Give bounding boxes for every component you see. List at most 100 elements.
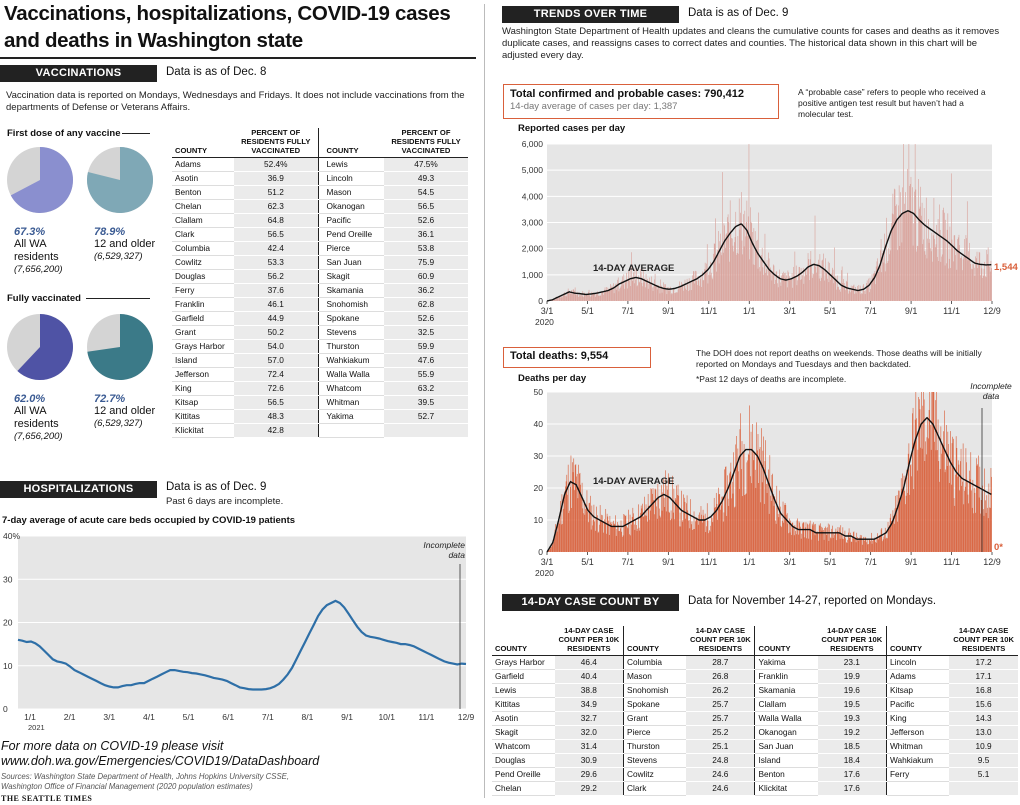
bar xyxy=(832,525,833,552)
bar xyxy=(967,494,969,552)
bar xyxy=(607,516,609,552)
y-tick-label: 2,000 xyxy=(522,244,544,254)
x-tick-label: 3/1 xyxy=(103,712,115,722)
county-value: 19.9 xyxy=(817,669,887,684)
deaths-chart: 0 10 20 30 40 50 3/1 5/1 7/1 9/1 11/1 1/1 3/1 5/1 7/1 9… xyxy=(502,386,1020,582)
bar xyxy=(697,275,699,301)
bar xyxy=(921,215,922,301)
bar xyxy=(665,511,667,552)
pie-pct: 72.7% xyxy=(94,393,126,405)
bar xyxy=(866,538,868,552)
bar xyxy=(925,454,927,552)
hospitalizations-as-of: Data is as of Dec. 9 xyxy=(166,481,267,493)
bar xyxy=(581,293,582,301)
bar xyxy=(782,274,784,301)
bar xyxy=(914,442,915,552)
bar xyxy=(720,233,721,301)
bar xyxy=(576,476,577,552)
bar xyxy=(665,287,667,301)
bar xyxy=(903,475,905,552)
vaccinations-as-of: Data is as of Dec. 8 xyxy=(166,66,267,78)
bar xyxy=(885,263,887,301)
county-name: Kittitas xyxy=(172,409,234,424)
bar xyxy=(870,541,871,552)
x-tick-label: 1/1 xyxy=(743,306,756,316)
bar xyxy=(674,519,675,552)
bar xyxy=(953,498,955,552)
bar xyxy=(865,537,867,552)
bar xyxy=(888,527,890,552)
x-tick-label: 12/9 xyxy=(983,306,1001,316)
bar xyxy=(852,285,854,301)
bar xyxy=(969,470,970,552)
bar xyxy=(795,265,797,301)
county-name: Whitman xyxy=(317,395,384,410)
bar xyxy=(782,272,783,301)
bar xyxy=(838,286,839,301)
bar xyxy=(673,488,675,552)
bar xyxy=(674,293,675,301)
bar xyxy=(980,263,982,301)
bar xyxy=(925,441,926,552)
bar xyxy=(918,208,920,301)
bar xyxy=(567,288,569,301)
bar xyxy=(868,278,869,301)
bar xyxy=(752,264,754,301)
bar xyxy=(784,273,785,301)
bar xyxy=(847,539,849,552)
y-tick-label: 20 xyxy=(534,483,544,493)
bar xyxy=(914,191,915,301)
bar xyxy=(678,495,680,552)
bar xyxy=(873,273,874,301)
bar xyxy=(695,270,696,301)
table-row: Chelan 62.3 Okanogan 56.5 xyxy=(172,199,468,214)
bar xyxy=(889,525,890,552)
bar xyxy=(709,275,711,301)
table-row: King 72.6 Whatcom 63.2 xyxy=(172,381,468,396)
county-name: Lincoln xyxy=(317,171,384,186)
bar xyxy=(934,238,935,301)
bar xyxy=(645,504,647,552)
bar xyxy=(872,277,874,301)
bar xyxy=(686,503,687,552)
bar xyxy=(578,292,580,301)
bar xyxy=(613,293,615,301)
county-value: 56.2 xyxy=(234,269,318,284)
bar xyxy=(907,492,908,552)
bar xyxy=(688,520,689,552)
bar xyxy=(710,261,712,301)
bar xyxy=(877,533,878,552)
county-name: Pend Oreille xyxy=(317,227,384,242)
pie-slice xyxy=(10,147,74,213)
bar xyxy=(880,239,882,301)
bar xyxy=(633,524,635,552)
bar xyxy=(941,443,943,552)
bar xyxy=(827,527,828,552)
dashboard-link[interactable]: www.doh.wa.gov/Emergencies/COVID19/DataD… xyxy=(1,754,320,768)
bar xyxy=(835,276,837,301)
bar xyxy=(645,274,647,301)
bar xyxy=(784,277,786,301)
bar xyxy=(855,286,856,301)
bar xyxy=(891,522,893,552)
county-name: Stevens xyxy=(622,753,687,768)
bar xyxy=(612,288,613,301)
bar xyxy=(633,272,634,301)
county-value: 15.6 xyxy=(949,697,1018,712)
table-row: Kitsap 56.5 Whitman 39.5 xyxy=(172,395,468,410)
bar xyxy=(706,263,707,301)
bar xyxy=(631,252,632,301)
bar xyxy=(948,482,950,552)
bar xyxy=(704,518,705,552)
pie-chart xyxy=(6,313,76,388)
bar xyxy=(826,534,828,552)
county-name: Klickitat xyxy=(754,781,818,796)
bar xyxy=(651,276,652,301)
pie-population: (6,529,327) xyxy=(94,418,143,429)
county-value: 24.6 xyxy=(686,781,755,796)
bar xyxy=(564,491,566,552)
county-name: Grays Harbor xyxy=(172,339,234,354)
pie-pct: 67.3% xyxy=(14,226,46,238)
bar xyxy=(866,280,868,301)
bar xyxy=(689,290,691,301)
